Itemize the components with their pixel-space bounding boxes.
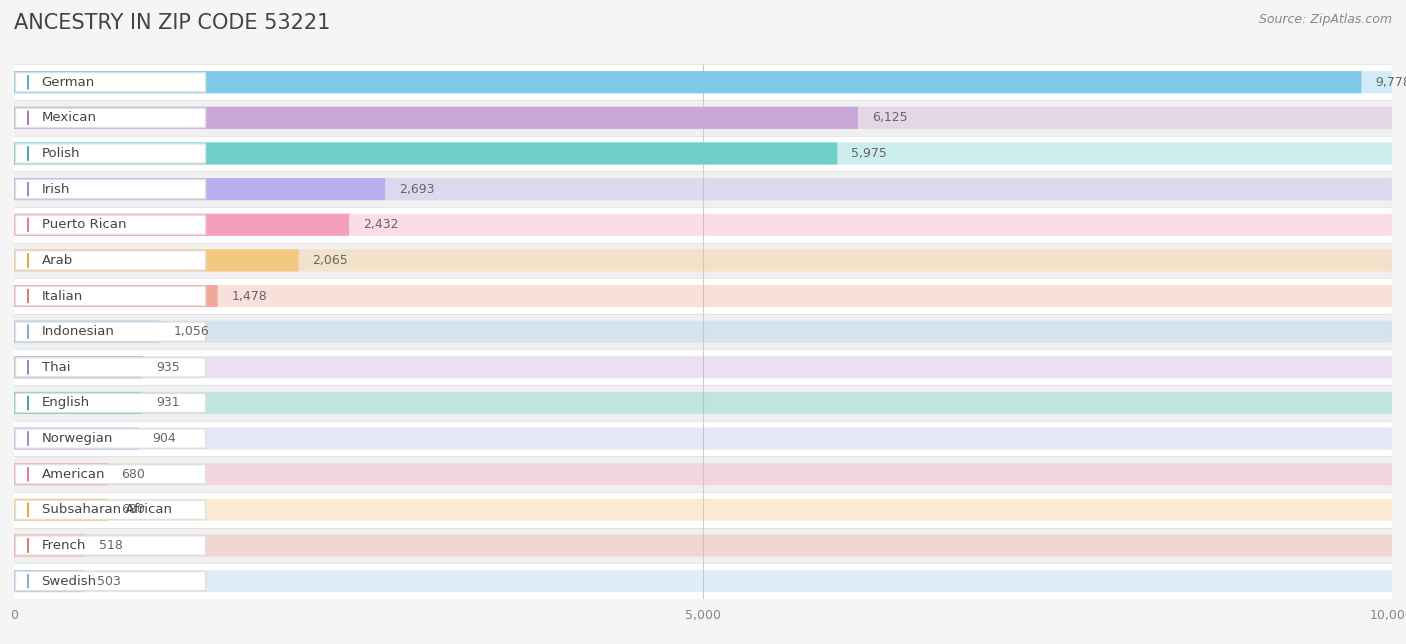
Text: Norwegian: Norwegian — [42, 432, 112, 445]
Bar — [14, 457, 1392, 492]
Text: 503: 503 — [97, 574, 121, 587]
Bar — [14, 207, 1392, 243]
Text: 5,975: 5,975 — [851, 147, 887, 160]
Text: Irish: Irish — [42, 183, 70, 196]
FancyBboxPatch shape — [15, 429, 205, 448]
FancyBboxPatch shape — [14, 356, 1392, 378]
FancyBboxPatch shape — [14, 535, 86, 556]
Text: 9,778: 9,778 — [1375, 76, 1406, 89]
FancyBboxPatch shape — [14, 392, 142, 414]
FancyBboxPatch shape — [15, 464, 205, 484]
Bar — [14, 385, 1392, 421]
Bar — [14, 564, 1392, 599]
FancyBboxPatch shape — [15, 251, 205, 270]
FancyBboxPatch shape — [14, 142, 838, 164]
Text: Arab: Arab — [42, 254, 73, 267]
FancyBboxPatch shape — [14, 321, 159, 343]
Text: Italian: Italian — [42, 290, 83, 303]
Text: English: English — [42, 397, 90, 410]
Text: 2,693: 2,693 — [399, 183, 434, 196]
Bar — [14, 100, 1392, 136]
Text: 1,056: 1,056 — [173, 325, 209, 338]
FancyBboxPatch shape — [14, 249, 1392, 271]
FancyBboxPatch shape — [15, 322, 205, 341]
Bar — [14, 421, 1392, 457]
Bar — [14, 64, 1392, 100]
FancyBboxPatch shape — [14, 249, 298, 271]
Bar — [14, 243, 1392, 278]
FancyBboxPatch shape — [14, 463, 108, 485]
Text: Mexican: Mexican — [42, 111, 97, 124]
FancyBboxPatch shape — [15, 571, 205, 591]
FancyBboxPatch shape — [15, 287, 205, 306]
FancyBboxPatch shape — [14, 392, 1392, 414]
Text: American: American — [42, 468, 105, 480]
FancyBboxPatch shape — [14, 285, 218, 307]
FancyBboxPatch shape — [14, 428, 1392, 450]
FancyBboxPatch shape — [15, 357, 205, 377]
FancyBboxPatch shape — [14, 535, 1392, 556]
FancyBboxPatch shape — [15, 500, 205, 520]
FancyBboxPatch shape — [14, 178, 385, 200]
Bar — [14, 492, 1392, 527]
Text: Indonesian: Indonesian — [42, 325, 114, 338]
FancyBboxPatch shape — [14, 570, 1392, 592]
FancyBboxPatch shape — [14, 142, 1392, 164]
FancyBboxPatch shape — [14, 214, 1392, 236]
Bar — [14, 136, 1392, 171]
Text: 935: 935 — [156, 361, 180, 374]
Bar — [14, 171, 1392, 207]
Text: 931: 931 — [156, 397, 180, 410]
Text: 680: 680 — [121, 504, 145, 516]
Text: 518: 518 — [100, 539, 124, 552]
FancyBboxPatch shape — [14, 71, 1361, 93]
FancyBboxPatch shape — [14, 499, 1392, 521]
Text: Swedish: Swedish — [42, 574, 97, 587]
FancyBboxPatch shape — [14, 214, 349, 236]
Text: ANCESTRY IN ZIP CODE 53221: ANCESTRY IN ZIP CODE 53221 — [14, 13, 330, 33]
Text: Puerto Rican: Puerto Rican — [42, 218, 127, 231]
FancyBboxPatch shape — [14, 463, 1392, 485]
FancyBboxPatch shape — [14, 499, 108, 521]
Text: 6,125: 6,125 — [872, 111, 907, 124]
FancyBboxPatch shape — [14, 178, 1392, 200]
FancyBboxPatch shape — [14, 428, 139, 450]
Text: 680: 680 — [121, 468, 145, 480]
Text: Subsaharan African: Subsaharan African — [42, 504, 172, 516]
FancyBboxPatch shape — [15, 73, 205, 92]
Bar — [14, 527, 1392, 564]
Text: 1,478: 1,478 — [232, 290, 267, 303]
FancyBboxPatch shape — [15, 536, 205, 555]
FancyBboxPatch shape — [14, 107, 1392, 129]
FancyBboxPatch shape — [14, 107, 858, 129]
FancyBboxPatch shape — [15, 144, 205, 163]
Bar — [14, 314, 1392, 350]
Text: Thai: Thai — [42, 361, 70, 374]
Text: German: German — [42, 76, 94, 89]
Bar — [14, 278, 1392, 314]
FancyBboxPatch shape — [14, 71, 1392, 93]
FancyBboxPatch shape — [14, 321, 1392, 343]
Text: 2,065: 2,065 — [312, 254, 349, 267]
Text: Polish: Polish — [42, 147, 80, 160]
FancyBboxPatch shape — [15, 108, 205, 128]
Text: 904: 904 — [152, 432, 176, 445]
Bar — [14, 350, 1392, 385]
FancyBboxPatch shape — [15, 180, 205, 199]
FancyBboxPatch shape — [14, 570, 83, 592]
FancyBboxPatch shape — [15, 215, 205, 234]
Text: Source: ZipAtlas.com: Source: ZipAtlas.com — [1258, 13, 1392, 26]
FancyBboxPatch shape — [14, 285, 1392, 307]
Text: French: French — [42, 539, 86, 552]
FancyBboxPatch shape — [14, 356, 143, 378]
FancyBboxPatch shape — [15, 393, 205, 413]
Text: 2,432: 2,432 — [363, 218, 398, 231]
